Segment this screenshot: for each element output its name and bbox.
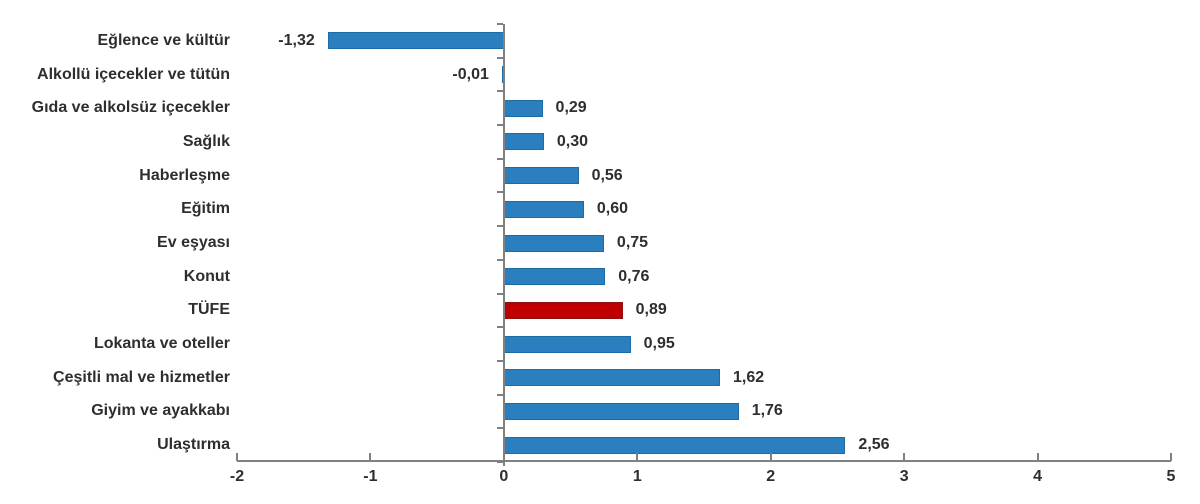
bar (503, 99, 543, 117)
bar (503, 167, 579, 185)
x-axis-tick (636, 452, 639, 461)
y-axis-tick (496, 461, 503, 463)
y-axis-tick (496, 292, 503, 295)
category-label: Konut (183, 267, 230, 285)
category-label: Sağlık (182, 132, 230, 150)
y-axis-tick (496, 56, 503, 59)
y-axis-tick (496, 359, 503, 362)
category-label: Alkollü içecekler ve tütün (37, 65, 230, 83)
value-label: 1,76 (751, 402, 783, 420)
bar-highlight-tufe (503, 301, 623, 319)
bar (503, 436, 846, 454)
category-label: TÜFE (188, 301, 230, 319)
category-label: Ulaştırma (157, 436, 230, 454)
y-axis-tick (496, 326, 503, 329)
bar (503, 200, 584, 218)
bar (327, 32, 504, 50)
category-label: Giyim ve ayakkabı (91, 402, 230, 420)
x-axis-tick (903, 452, 906, 461)
bar (503, 234, 604, 252)
x-axis-tick (236, 452, 238, 461)
bar (503, 335, 631, 353)
x-axis-tick (769, 452, 772, 461)
bar (503, 133, 544, 151)
x-axis-tick-label: 0 (499, 468, 509, 485)
x-axis-line (237, 459, 1171, 462)
y-axis-tick (496, 23, 503, 25)
category-label: Lokanta ve oteller (93, 335, 230, 353)
category-label: Eğlence ve kültür (97, 31, 231, 49)
bar (503, 402, 739, 420)
x-axis-tick-label: 3 (899, 468, 909, 485)
x-axis-tick-label: -2 (229, 468, 245, 485)
y-axis-tick (496, 393, 503, 396)
value-label: 1,62 (733, 368, 765, 386)
value-label: 0,60 (596, 200, 629, 218)
x-axis-tick (1170, 452, 1172, 461)
y-axis-tick (496, 124, 503, 127)
value-label: 0,56 (591, 166, 623, 184)
x-axis-tick (369, 452, 372, 461)
value-label: 0,29 (555, 99, 587, 117)
y-axis-tick (496, 191, 503, 194)
y-axis-tick (496, 157, 503, 160)
value-label: 0,30 (556, 132, 589, 150)
y-axis-tick (496, 427, 503, 430)
y-axis-tick (496, 258, 503, 261)
x-axis-tick-label: -1 (363, 468, 378, 485)
x-axis-tick-label: 5 (1166, 468, 1176, 485)
x-axis-tick-label: 4 (1033, 468, 1043, 485)
y-axis-tick (496, 90, 503, 93)
category-label: Eğitim (181, 200, 230, 218)
category-label: Haberleşme (139, 166, 230, 184)
category-label: Çeşitli mal ve hizmetler (53, 368, 230, 386)
bar (503, 369, 720, 387)
value-label: 0,89 (635, 301, 667, 319)
y-axis-line (502, 24, 505, 466)
category-label: Ev eşyası (157, 234, 230, 251)
value-label: 0,76 (618, 267, 650, 285)
value-label: -0,01 (452, 65, 489, 83)
bar (503, 268, 606, 286)
x-axis-tick-label: 1 (632, 468, 642, 485)
value-label: 0,95 (643, 335, 675, 353)
value-label: 0,75 (616, 234, 649, 251)
x-axis-tick (1036, 452, 1039, 461)
y-axis-tick (496, 225, 503, 228)
value-label: 2,56 (858, 436, 890, 454)
x-axis-tick-label: 2 (766, 468, 776, 485)
value-label: -1,32 (278, 31, 315, 49)
category-label: Gıda ve alkolsüz içecekler (31, 99, 230, 117)
